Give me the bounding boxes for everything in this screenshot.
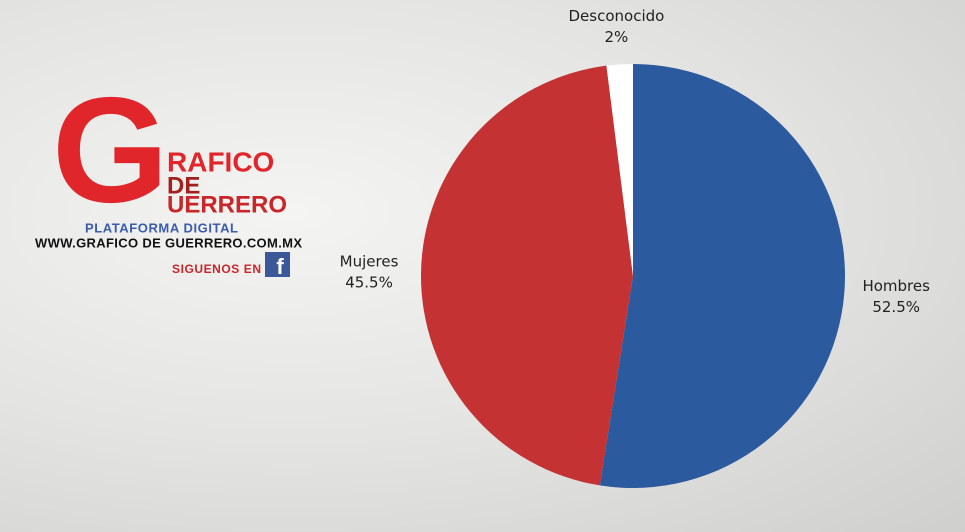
logo-follow: SIGUENOS EN	[172, 262, 261, 276]
pie-slice	[421, 65, 633, 486]
slice-value-label: 45.5%	[345, 273, 393, 291]
facebook-icon	[265, 252, 290, 277]
logo-line3: UERRERO	[167, 191, 287, 218]
logo-line1: RAFICO	[167, 146, 274, 177]
slice-label: Mujeres	[340, 252, 399, 270]
pie-slice	[606, 64, 633, 276]
pie-slice	[599, 64, 846, 489]
logo-initial: G	[52, 66, 169, 234]
slice-value-label: 52.5%	[872, 298, 920, 316]
slice-label: Desconocido	[569, 7, 665, 25]
logo-url: WWW.GRAFICO DE GUERRERO.COM.MX	[35, 235, 302, 250]
facebook-icon-letter: f	[276, 254, 284, 279]
slice-value-label: 2%	[605, 28, 629, 46]
slice-label: Hombres	[862, 277, 930, 295]
logo: G RAFICO DE UERRERO PLATAFORMA DIGITAL W…	[35, 66, 302, 279]
logo-tagline: PLATAFORMA DIGITAL	[85, 220, 238, 235]
logo-line2: DE	[167, 172, 200, 199]
